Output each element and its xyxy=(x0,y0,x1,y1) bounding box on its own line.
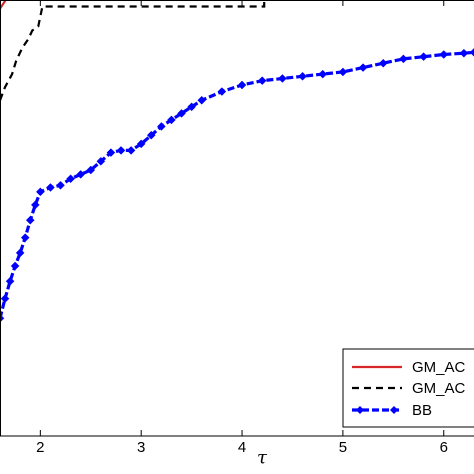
series-marker-2-13 xyxy=(86,165,96,175)
series-marker-2-29 xyxy=(298,71,307,81)
series-marker-2-16 xyxy=(116,146,126,155)
series-marker-2-30 xyxy=(318,69,328,79)
series-layer xyxy=(0,0,474,323)
series-marker-2-12 xyxy=(76,170,86,179)
series-marker-2-1 xyxy=(0,294,10,304)
series-marker-2-36 xyxy=(439,50,449,59)
series-marker-2-17 xyxy=(126,146,136,155)
series-marker-2-26 xyxy=(237,80,247,90)
x-axis-label: τ xyxy=(257,447,268,468)
series-marker-2-11 xyxy=(66,174,75,184)
legend-label-gm-ac-dashed: GM_AC xyxy=(412,380,466,397)
series-marker-2-22 xyxy=(177,109,186,118)
series-marker-2-24 xyxy=(197,95,207,105)
series-marker-2-34 xyxy=(399,54,408,64)
series-marker-2-32 xyxy=(358,63,368,72)
series-marker-2-37 xyxy=(459,48,469,58)
legend-label-gm-ac-solid: GM_AC xyxy=(412,359,466,376)
series-marker-2-31 xyxy=(338,67,348,77)
legend-marker-0 xyxy=(356,406,364,414)
series-marker-2-6 xyxy=(25,215,35,225)
series-marker-2-28 xyxy=(278,74,287,83)
series-marker-2-5 xyxy=(20,233,30,242)
x-tick-label-4: 6 xyxy=(440,439,448,456)
series-marker-2-35 xyxy=(419,52,428,62)
x-tick-label-0: 2 xyxy=(36,439,44,456)
series-marker-2-9 xyxy=(46,183,55,192)
legend-marker-1 xyxy=(390,406,398,414)
series-marker-2-7 xyxy=(30,200,40,210)
x-tick-label-1: 3 xyxy=(137,439,145,456)
series-marker-2-3 xyxy=(10,261,20,271)
series-marker-2-18 xyxy=(136,139,146,149)
series-marker-2-21 xyxy=(167,115,176,125)
series-marker-2-14 xyxy=(96,156,106,166)
series-marker-2-8 xyxy=(35,187,45,197)
series-marker-2-23 xyxy=(187,102,196,112)
x-ticks: 2 3 4 5 6 xyxy=(36,0,448,456)
series-marker-2-25 xyxy=(217,87,227,96)
legend-label-bb: BB xyxy=(412,402,432,419)
series-marker-2-15 xyxy=(106,148,116,157)
x-tick-label-3: 5 xyxy=(339,439,347,456)
series-marker-2-27 xyxy=(257,76,267,86)
series-marker-2-33 xyxy=(378,58,388,68)
x-tick-label-2: 4 xyxy=(238,439,246,456)
series-marker-2-20 xyxy=(157,122,166,131)
series-marker-2-4 xyxy=(15,248,25,258)
series-marker-2-10 xyxy=(56,180,65,190)
legend-markers-bb xyxy=(356,406,398,414)
legend: GM_AC GM_AC BB xyxy=(342,348,474,428)
series-marker-2-2 xyxy=(5,276,15,286)
series-marker-2-19 xyxy=(146,130,156,140)
axes-layer xyxy=(0,0,474,437)
series-marker-2-38 xyxy=(469,47,474,57)
